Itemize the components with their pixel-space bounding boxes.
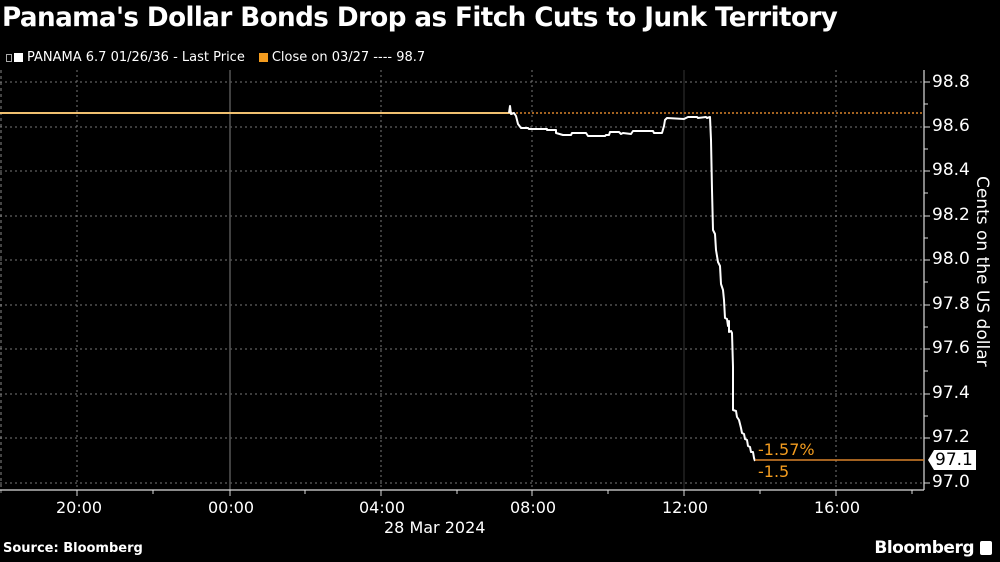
source-label: Source: Bloomberg (3, 541, 143, 556)
y-tick-label: 98.0 (932, 249, 970, 269)
abs-change-label: -1.5 (758, 462, 790, 481)
x-tick-label: 04:00 (359, 498, 406, 517)
y-tick-label: 98.4 (932, 160, 970, 180)
legend-label: PANAMA 6.7 01/26/36 - Last Price (27, 50, 245, 65)
x-date-label: 28 Mar 2024 (384, 518, 486, 537)
y-tick-label: 97.4 (932, 383, 970, 403)
chart-title: Panama's Dollar Bonds Drop as Fitch Cuts… (2, 2, 838, 33)
last-price-tag: 97.1 (928, 450, 976, 470)
x-tick-label: 16:00 (814, 498, 861, 517)
legend-item-close: Close on 03/27 ---- 98.7 (258, 50, 426, 65)
y-tick-label: 97.0 (932, 472, 970, 492)
y-tick-label: 98.2 (932, 205, 970, 225)
x-tick-label: 00:00 (208, 498, 255, 517)
y-gridlines (0, 81, 924, 484)
last-price-value: 97.1 (934, 450, 976, 470)
bloomberg-chart-icon (980, 541, 992, 555)
legend-item-last-price: PANAMA 6.7 01/26/36 - Last Price (6, 50, 245, 65)
brand-logo-text: Bloomberg (874, 538, 974, 558)
y-tick-label: 98.6 (932, 116, 970, 136)
y-tick-label: 98.8 (932, 72, 970, 92)
y-axis-label: Cents on the US dollar (972, 176, 992, 367)
x-tick-label: 12:00 (662, 498, 709, 517)
x-tick-label: 20:00 (56, 498, 103, 517)
legend-expand-icon (6, 53, 12, 62)
legend-swatch-orange (258, 53, 268, 62)
price-line (508, 105, 756, 462)
legend-label: Close on 03/27 ---- 98.7 (271, 50, 426, 65)
y-tick-label: 97.6 (932, 338, 970, 358)
x-tick-label: 08:00 (510, 498, 557, 517)
y-tick-label: 97.8 (932, 294, 970, 314)
x-gridlines (76, 70, 837, 490)
legend: PANAMA 6.7 01/26/36 - Last Price Close o… (6, 50, 439, 65)
legend-swatch-white (14, 53, 23, 62)
pct-change-label: -1.57% (758, 440, 815, 459)
y-tick-label: 97.2 (932, 427, 970, 447)
